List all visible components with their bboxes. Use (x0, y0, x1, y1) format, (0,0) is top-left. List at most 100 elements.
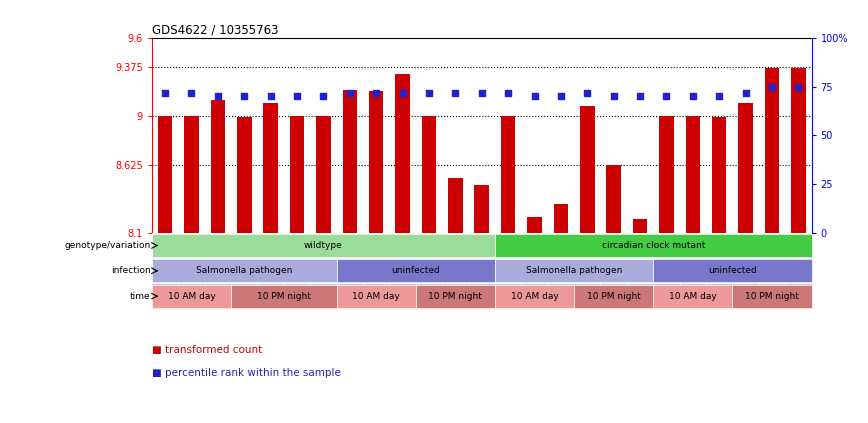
Bar (654, 259, 812, 282)
Point (158, 89, 172, 96)
Point (660, 93, 674, 100)
Bar (791, 68, 806, 233)
Text: 10 PM night: 10 PM night (587, 291, 641, 301)
Bar (733, 233, 759, 258)
Text: 10 PM night: 10 PM night (429, 291, 483, 301)
Bar (548, 233, 574, 258)
Bar (205, 258, 231, 283)
Bar (231, 283, 258, 309)
Point (633, 93, 647, 100)
Point (422, 89, 436, 96)
Point (185, 89, 199, 96)
Bar (263, 103, 278, 233)
Bar (363, 233, 390, 258)
Bar (284, 283, 310, 309)
Bar (152, 283, 178, 309)
Bar (706, 233, 733, 258)
Bar (178, 258, 205, 283)
Point (607, 93, 621, 100)
Bar (290, 116, 305, 233)
Point (554, 93, 568, 100)
Bar (627, 233, 654, 258)
Bar (495, 283, 522, 309)
Text: Salmonella pathogen: Salmonella pathogen (526, 266, 622, 275)
Bar (390, 258, 416, 283)
Bar (495, 285, 574, 308)
Bar (363, 258, 390, 283)
Bar (548, 283, 574, 309)
Text: 10 AM day: 10 AM day (669, 291, 717, 301)
Bar (258, 233, 284, 258)
Text: genotype/variation: genotype/variation (64, 241, 150, 250)
Bar (627, 283, 654, 309)
Bar (786, 283, 812, 309)
Point (765, 83, 779, 90)
Point (369, 89, 383, 96)
Bar (390, 233, 416, 258)
Bar (469, 283, 495, 309)
Bar (442, 258, 469, 283)
Bar (152, 233, 178, 258)
Bar (527, 217, 542, 233)
Bar (765, 68, 779, 233)
Bar (284, 233, 310, 258)
Bar (712, 117, 727, 233)
Bar (231, 258, 258, 283)
Point (396, 89, 410, 96)
Bar (786, 233, 812, 258)
Bar (416, 233, 442, 258)
Point (264, 93, 278, 100)
Bar (442, 233, 469, 258)
Bar (574, 285, 654, 308)
Bar (363, 283, 390, 309)
Bar (706, 283, 733, 309)
Bar (369, 91, 384, 233)
Bar (337, 258, 363, 283)
Text: uninfected: uninfected (708, 266, 757, 275)
Text: infection: infection (111, 266, 150, 275)
Bar (205, 233, 231, 258)
Bar (601, 233, 627, 258)
Text: 10 AM day: 10 AM day (510, 291, 558, 301)
Point (581, 89, 595, 96)
Bar (416, 258, 442, 283)
Bar (601, 283, 627, 309)
Bar (395, 74, 410, 233)
Bar (416, 285, 495, 308)
Bar (158, 116, 173, 233)
Point (449, 89, 463, 96)
Bar (733, 283, 759, 309)
Point (528, 93, 542, 100)
Bar (205, 283, 231, 309)
Bar (416, 283, 442, 309)
Bar (733, 258, 759, 283)
Bar (152, 234, 495, 257)
Bar (316, 116, 331, 233)
Bar (686, 116, 700, 233)
Bar (759, 233, 786, 258)
Bar (522, 258, 548, 283)
Bar (337, 259, 495, 282)
Text: circadian clock mutant: circadian clock mutant (602, 241, 705, 250)
Bar (390, 283, 416, 309)
Bar (659, 116, 674, 233)
Bar (733, 285, 812, 308)
Bar (574, 283, 601, 309)
Bar (627, 258, 654, 283)
Bar (706, 258, 733, 283)
Point (237, 93, 251, 100)
Point (792, 83, 806, 90)
Bar (442, 283, 469, 309)
Bar (574, 233, 601, 258)
Text: time: time (130, 291, 150, 301)
Bar (522, 233, 548, 258)
Text: 10 PM night: 10 PM night (257, 291, 311, 301)
Bar (548, 258, 574, 283)
Bar (739, 103, 753, 233)
Bar (601, 258, 627, 283)
Bar (337, 233, 363, 258)
Text: 10 PM night: 10 PM night (745, 291, 799, 301)
Bar (152, 258, 178, 283)
Bar (580, 106, 595, 233)
Point (317, 93, 331, 100)
